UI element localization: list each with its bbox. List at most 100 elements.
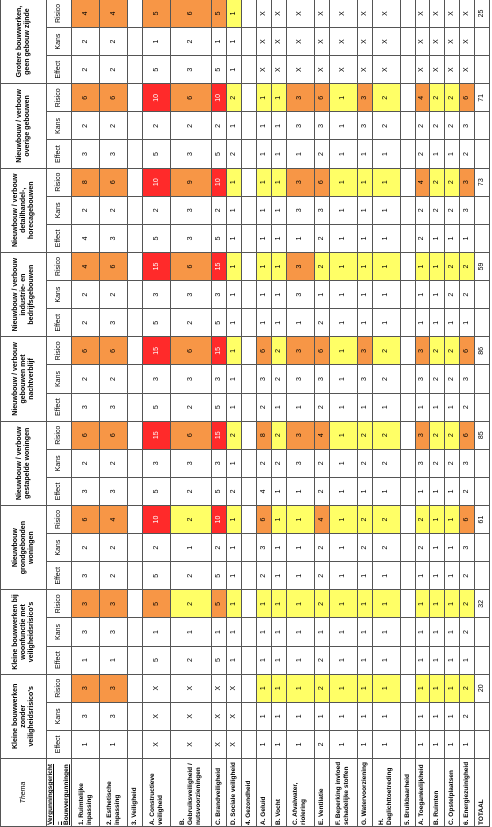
empty-cell xyxy=(127,561,143,590)
cell: 1 xyxy=(256,224,272,253)
cell: 1 xyxy=(329,364,358,394)
cell: 3 xyxy=(170,449,212,478)
empty-cell xyxy=(241,421,257,450)
risk-cell: 5 xyxy=(142,0,171,28)
cell: X xyxy=(271,55,287,84)
risk-cell: 2 xyxy=(444,168,460,197)
cell: 2 xyxy=(142,533,171,562)
cell: 2 xyxy=(459,561,475,590)
sub-header: Effect xyxy=(46,224,72,253)
risk-cell: X xyxy=(271,0,287,28)
cell: 1 xyxy=(415,308,430,337)
cell: 1 xyxy=(372,477,401,506)
cell: 2 xyxy=(372,111,401,140)
risk-cell: 1 xyxy=(226,336,242,365)
risk-cell: 1 xyxy=(271,589,287,618)
cell: 2 xyxy=(314,140,330,169)
cell: 2 xyxy=(314,393,330,422)
cell: 1 xyxy=(415,617,430,647)
risk-cell: 6 xyxy=(99,168,128,197)
risk-cell: 2 xyxy=(357,421,373,450)
cell: 3 xyxy=(170,280,212,309)
sub-header: Kans xyxy=(46,111,72,140)
cell: 1 xyxy=(444,477,460,506)
empty-cell xyxy=(127,111,143,140)
row-label: 1. Ruimtelijke inpassing xyxy=(71,758,100,827)
cell: 3 xyxy=(71,617,100,647)
risk-cell: 4 xyxy=(415,83,430,112)
cell: 1 xyxy=(415,393,430,422)
empty-cell xyxy=(127,27,143,56)
cell: 1 xyxy=(170,533,212,562)
risk-cell: 2 xyxy=(459,589,475,618)
cell: 2 xyxy=(459,280,475,309)
cell: 2 xyxy=(459,140,475,169)
cell: 1 xyxy=(329,617,358,647)
empty-cell xyxy=(241,55,257,84)
cell: 1 xyxy=(444,308,460,337)
risk-cell: 2 xyxy=(372,336,401,365)
cell: 1 xyxy=(444,702,460,731)
risk-cell: 2 xyxy=(314,252,330,281)
risk-cell: 5 xyxy=(142,589,171,618)
cell: 1 xyxy=(256,280,272,309)
empty-cell xyxy=(474,561,490,590)
cell: 1 xyxy=(372,140,401,169)
cell: 2 xyxy=(99,561,128,590)
cell: 1 xyxy=(286,702,315,731)
empty-cell xyxy=(127,336,143,365)
cell: 3 xyxy=(459,111,475,140)
theme-header: Thema xyxy=(0,758,47,827)
cell: 2 xyxy=(459,393,475,422)
empty-cell xyxy=(400,55,415,84)
risk-cell: X xyxy=(211,674,227,703)
total-label: TOTAAL xyxy=(474,758,490,827)
cell: 1 xyxy=(357,280,373,309)
cell: 1 xyxy=(372,730,401,759)
risk-cell: 3 xyxy=(357,336,373,365)
cell: 5 xyxy=(211,561,227,590)
risk-cell: 6 xyxy=(256,505,272,534)
cell: 1 xyxy=(226,646,242,675)
risk-cell: 1 xyxy=(372,168,401,197)
cell: X xyxy=(357,55,373,84)
risk-cell: 1 xyxy=(286,505,315,534)
empty-cell xyxy=(400,646,415,675)
cell: 1 xyxy=(357,224,373,253)
cell: 3 xyxy=(211,449,227,478)
cell: X xyxy=(226,702,242,731)
risk-cell: 5 xyxy=(211,589,227,618)
risk-cell: 10 xyxy=(211,83,227,112)
risk-cell: 1 xyxy=(226,252,242,281)
cell: 3 xyxy=(170,55,212,84)
cell: 1 xyxy=(415,702,430,731)
cell: 2 xyxy=(142,196,171,225)
total-row: TOTAAL 20 32 61 85 86 59 73 71 25 xyxy=(474,0,490,827)
risk-cell: 10 xyxy=(142,505,171,534)
cell: 5 xyxy=(142,393,171,422)
total-cell: 25 xyxy=(474,0,490,28)
empty-cell xyxy=(127,477,143,506)
cell: 1 xyxy=(415,561,430,590)
cell: 1 xyxy=(99,646,128,675)
group-header: Kleine bouwwerken zonder veiligheidsrisi… xyxy=(0,674,47,759)
row-label: G. Watervoorziening xyxy=(357,758,373,827)
cell: 2 xyxy=(429,111,445,140)
cell: 1 xyxy=(372,308,401,337)
cell: 1 xyxy=(329,730,358,759)
risk-cell: 1 xyxy=(429,505,445,534)
risk-cell: X xyxy=(226,674,242,703)
cell: 2 xyxy=(314,308,330,337)
risk-cell: X xyxy=(357,0,373,28)
risk-cell: 1 xyxy=(372,589,401,618)
sub-header: Risico xyxy=(46,421,72,450)
cell: 2 xyxy=(170,561,212,590)
empty-cell xyxy=(241,393,257,422)
cell: 1 xyxy=(256,111,272,140)
row-label: 5. Bruikbaarheid xyxy=(400,758,415,827)
cell: 1 xyxy=(271,111,287,140)
group-header: Grotere bouwwerken, geen gebouw zijnde xyxy=(0,0,47,84)
cell: X xyxy=(256,27,272,56)
cell: 1 xyxy=(429,730,445,759)
group-header: Nieuwbouw / verbouw industrie- en bedrij… xyxy=(0,252,47,337)
